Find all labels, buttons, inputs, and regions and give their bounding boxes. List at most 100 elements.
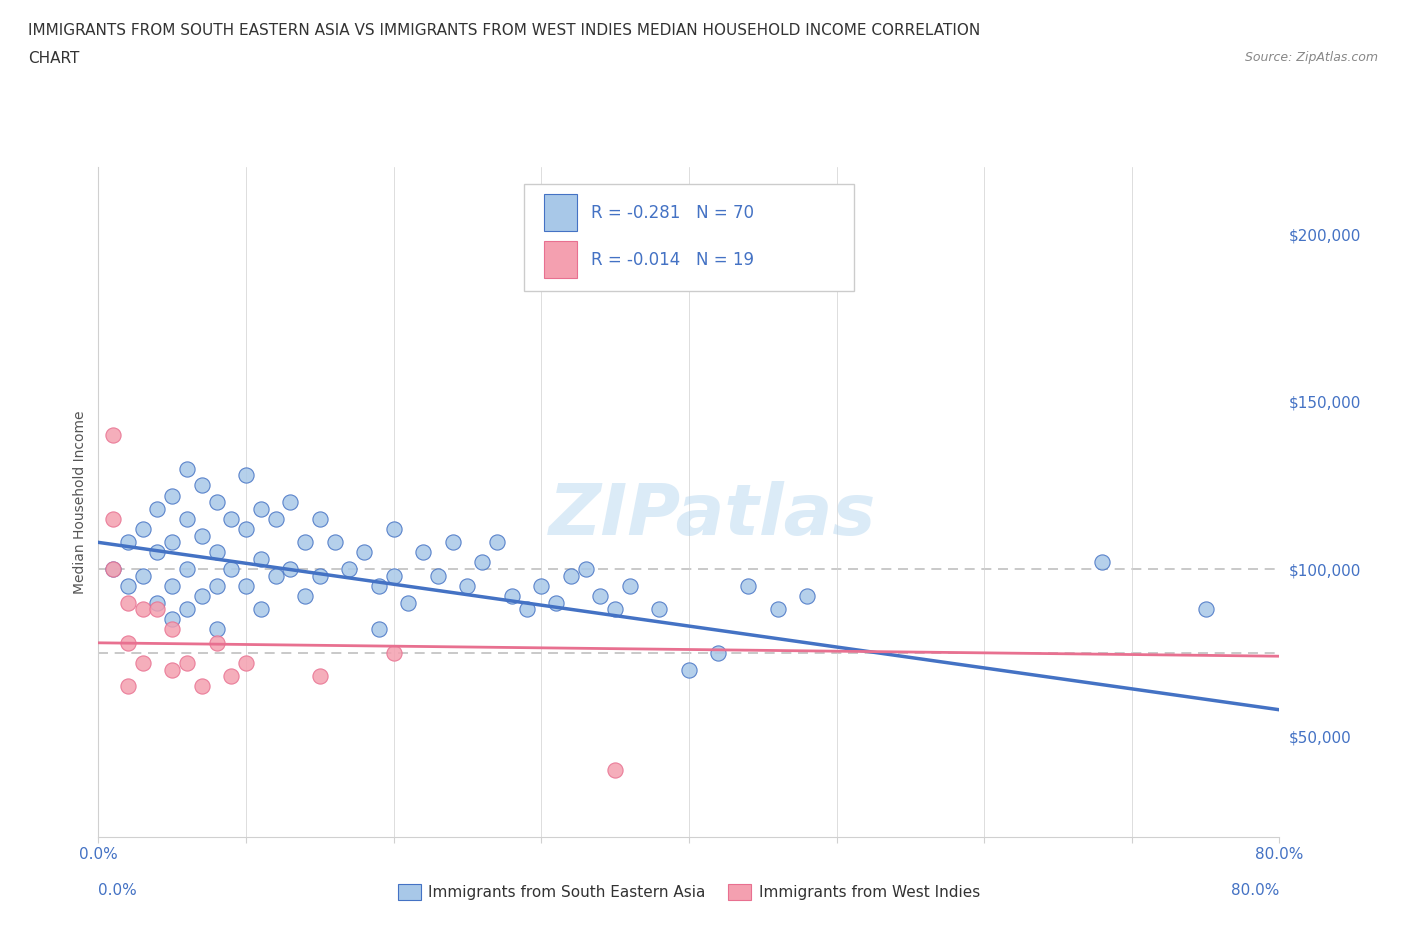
Point bbox=[515, 602, 537, 617]
Point bbox=[1091, 555, 1114, 570]
Point bbox=[737, 578, 759, 593]
Text: CHART: CHART bbox=[28, 51, 80, 66]
Point bbox=[103, 562, 125, 577]
Point bbox=[560, 568, 582, 583]
Point bbox=[219, 669, 242, 684]
Point bbox=[191, 589, 214, 604]
Point bbox=[501, 589, 523, 604]
Point bbox=[766, 602, 789, 617]
Point bbox=[530, 578, 553, 593]
Point bbox=[162, 612, 183, 627]
Point bbox=[176, 512, 198, 526]
Point bbox=[382, 522, 405, 537]
Point bbox=[250, 551, 273, 566]
FancyBboxPatch shape bbox=[544, 241, 576, 278]
Point bbox=[162, 488, 183, 503]
Text: 80.0%: 80.0% bbox=[1232, 884, 1279, 898]
Point bbox=[132, 568, 155, 583]
Point bbox=[337, 562, 360, 577]
Point bbox=[368, 622, 391, 637]
Point bbox=[176, 562, 198, 577]
Point bbox=[176, 656, 198, 671]
Point bbox=[396, 595, 419, 610]
Point bbox=[235, 468, 257, 483]
Point bbox=[205, 495, 228, 510]
Point bbox=[294, 589, 316, 604]
Point bbox=[264, 512, 287, 526]
Point bbox=[309, 512, 332, 526]
Point bbox=[146, 545, 169, 560]
Point bbox=[427, 568, 450, 583]
Point bbox=[103, 428, 125, 443]
Point bbox=[278, 562, 302, 577]
Text: ZIPatlas: ZIPatlas bbox=[548, 481, 876, 550]
Point bbox=[103, 512, 125, 526]
Point bbox=[309, 669, 332, 684]
Point bbox=[250, 602, 273, 617]
Point bbox=[264, 568, 287, 583]
Point bbox=[132, 656, 155, 671]
Point bbox=[1195, 602, 1218, 617]
Point bbox=[323, 535, 346, 550]
Point bbox=[589, 589, 612, 604]
Point bbox=[162, 662, 183, 677]
Point bbox=[162, 578, 183, 593]
Point bbox=[191, 679, 214, 694]
Text: Source: ZipAtlas.com: Source: ZipAtlas.com bbox=[1244, 51, 1378, 64]
Text: R = -0.014   N = 19: R = -0.014 N = 19 bbox=[591, 251, 754, 269]
Point bbox=[605, 763, 627, 777]
Text: 0.0%: 0.0% bbox=[98, 884, 138, 898]
Point bbox=[574, 562, 596, 577]
Point bbox=[707, 645, 730, 660]
Point bbox=[309, 568, 332, 583]
Point bbox=[219, 512, 242, 526]
Point bbox=[162, 622, 183, 637]
Point bbox=[162, 535, 183, 550]
Point bbox=[471, 555, 494, 570]
Point bbox=[205, 635, 228, 650]
Point bbox=[132, 602, 155, 617]
Point bbox=[176, 602, 198, 617]
Point bbox=[456, 578, 478, 593]
Point bbox=[235, 522, 257, 537]
Point bbox=[176, 461, 198, 476]
Point bbox=[382, 568, 405, 583]
Point bbox=[117, 595, 139, 610]
Point bbox=[605, 602, 627, 617]
Point bbox=[132, 522, 155, 537]
Point bbox=[544, 595, 567, 610]
Point bbox=[619, 578, 641, 593]
Y-axis label: Median Household Income: Median Household Income bbox=[73, 410, 87, 594]
Point bbox=[191, 478, 214, 493]
Point bbox=[648, 602, 671, 617]
Text: R = -0.281   N = 70: R = -0.281 N = 70 bbox=[591, 204, 754, 222]
Point bbox=[191, 528, 214, 543]
Point bbox=[205, 622, 228, 637]
Point bbox=[441, 535, 464, 550]
Point bbox=[368, 578, 391, 593]
Point bbox=[382, 645, 405, 660]
Point bbox=[117, 679, 139, 694]
Point bbox=[278, 495, 302, 510]
Point bbox=[294, 535, 316, 550]
Point bbox=[796, 589, 818, 604]
Point bbox=[250, 501, 273, 516]
Point bbox=[117, 535, 139, 550]
FancyBboxPatch shape bbox=[544, 194, 576, 231]
Point bbox=[117, 578, 139, 593]
Point bbox=[117, 635, 139, 650]
Point bbox=[146, 602, 169, 617]
Point bbox=[146, 501, 169, 516]
FancyBboxPatch shape bbox=[523, 184, 855, 291]
Point bbox=[205, 578, 228, 593]
Point bbox=[205, 545, 228, 560]
Point bbox=[235, 656, 257, 671]
Legend: Immigrants from South Eastern Asia, Immigrants from West Indies: Immigrants from South Eastern Asia, Immi… bbox=[391, 878, 987, 907]
Point bbox=[486, 535, 509, 550]
Point bbox=[103, 562, 125, 577]
Point bbox=[219, 562, 242, 577]
Point bbox=[146, 595, 169, 610]
Point bbox=[235, 578, 257, 593]
Text: IMMIGRANTS FROM SOUTH EASTERN ASIA VS IMMIGRANTS FROM WEST INDIES MEDIAN HOUSEHO: IMMIGRANTS FROM SOUTH EASTERN ASIA VS IM… bbox=[28, 23, 980, 38]
Point bbox=[412, 545, 434, 560]
